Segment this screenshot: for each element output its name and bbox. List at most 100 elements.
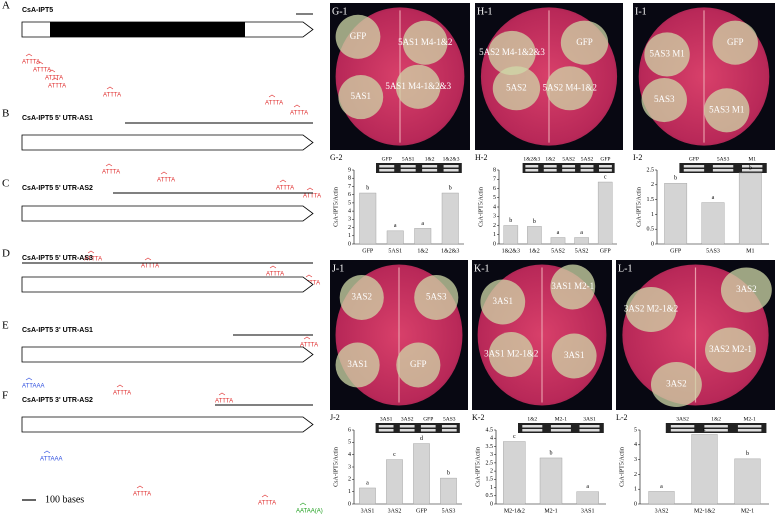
motif-tick bbox=[293, 104, 301, 108]
y-tick-label: 4.5 bbox=[486, 427, 494, 433]
motif-tick bbox=[48, 69, 56, 73]
infiltration-spot bbox=[338, 75, 384, 120]
motif: ATTTA bbox=[266, 272, 284, 278]
gel-band bbox=[441, 429, 457, 432]
gene-arrow bbox=[21, 346, 314, 363]
gel-band bbox=[712, 169, 734, 172]
y-tick-label: 3.5 bbox=[486, 444, 494, 450]
infiltration-spot bbox=[551, 333, 597, 379]
motif: ATTTA bbox=[157, 178, 175, 184]
bar bbox=[414, 228, 432, 245]
significance-letter: b bbox=[449, 185, 452, 191]
spot-label: 3AS1 bbox=[493, 296, 514, 306]
motif-tick bbox=[218, 392, 226, 396]
y-axis-label: CsA-IPT5/Actin bbox=[636, 187, 642, 227]
motif-tick bbox=[87, 250, 95, 254]
x-tick-label: M2-1&2 bbox=[694, 508, 715, 514]
y-tick-label: 7 bbox=[348, 184, 351, 190]
gel-band bbox=[400, 169, 416, 172]
bar bbox=[440, 477, 457, 505]
gel-band bbox=[562, 165, 576, 168]
gel bbox=[376, 163, 462, 173]
infiltration-spot bbox=[492, 66, 541, 111]
gel-lane-label: 3AS1 bbox=[380, 416, 393, 422]
panel-letter: B bbox=[2, 108, 9, 120]
infiltration-spot bbox=[720, 267, 772, 313]
infiltration-spot bbox=[488, 332, 534, 377]
chart-title: J-2 bbox=[330, 413, 340, 422]
motif-tick bbox=[305, 274, 313, 278]
bar bbox=[738, 172, 762, 245]
significance-letter: a bbox=[660, 484, 663, 490]
gel-band bbox=[378, 425, 394, 428]
y-tick-label: 0.5 bbox=[647, 227, 655, 233]
motif: ATTTA bbox=[103, 93, 121, 99]
panel-letter: A bbox=[2, 0, 10, 12]
gel-lane-label: 5AS2 bbox=[581, 156, 594, 162]
gel-lane-label: GFP bbox=[689, 156, 699, 162]
gel-lane-label: M2-1 bbox=[744, 416, 756, 422]
significance-letter: a bbox=[557, 230, 560, 236]
gel bbox=[522, 163, 615, 173]
motif: ATTTA bbox=[303, 194, 321, 200]
gene-arrow bbox=[21, 416, 314, 433]
gel-band bbox=[443, 169, 459, 172]
y-tick-label: 3 bbox=[490, 452, 493, 458]
significance-letter: a bbox=[394, 223, 397, 229]
motif-tick bbox=[106, 86, 114, 90]
y-tick-label: 0 bbox=[348, 241, 351, 247]
panel-letter: D bbox=[2, 248, 10, 260]
infiltration-spot bbox=[712, 20, 758, 65]
y-tick-label: 0 bbox=[490, 501, 493, 507]
gene-arrow bbox=[21, 205, 314, 222]
significance-letter: b bbox=[533, 219, 536, 225]
spot-label: GFP bbox=[727, 37, 744, 47]
y-tick-label: 9 bbox=[348, 167, 351, 173]
significance-letter: c bbox=[604, 174, 607, 180]
y-tick-label: 2 bbox=[490, 468, 493, 474]
gel-lane-label: 1&2&3 bbox=[523, 156, 540, 162]
photo-label: K-1 bbox=[474, 263, 490, 274]
spot-label: GFP bbox=[410, 359, 427, 369]
y-axis-label: CsA-IPT5/Actin bbox=[475, 447, 481, 487]
y-tick-label: 2 bbox=[651, 182, 654, 188]
spot-label: 3AS2 bbox=[351, 292, 372, 302]
gel-band bbox=[522, 429, 543, 432]
y-tick-label: 6 bbox=[493, 186, 496, 192]
gel-band bbox=[683, 165, 705, 168]
x-tick-label: GFP bbox=[416, 508, 428, 514]
y-tick-label: 1 bbox=[493, 232, 496, 238]
y-tick-label: 2.5 bbox=[647, 167, 655, 173]
y-tick-label: 1 bbox=[348, 489, 351, 495]
x-tick-label: 5AS2 bbox=[551, 248, 565, 254]
gel-band bbox=[737, 429, 762, 432]
motif: ATTTA bbox=[33, 68, 51, 74]
infiltration-spot bbox=[625, 287, 677, 332]
significance-letter: c bbox=[703, 427, 706, 433]
bar bbox=[734, 458, 761, 505]
motif: ATTTA bbox=[258, 501, 276, 507]
bar bbox=[701, 202, 725, 245]
y-tick-label: 7 bbox=[493, 177, 496, 183]
gel-band bbox=[378, 429, 394, 432]
gel-lane-label: 1&2&3 bbox=[443, 156, 460, 162]
spot-label: 5AS1 M4-1&2&3 bbox=[385, 81, 451, 91]
gel-lane-label: 1&2 bbox=[711, 416, 721, 422]
bar bbox=[527, 226, 542, 245]
gel-band bbox=[580, 165, 594, 168]
x-tick-label: 3AS1 bbox=[581, 508, 595, 514]
gene-title: CsA-IPT5 5' UTR-AS1 bbox=[22, 115, 93, 122]
photo-label: I-1 bbox=[635, 6, 647, 17]
motif: ATTAAA bbox=[40, 457, 62, 463]
infiltration-spot bbox=[641, 77, 687, 123]
infiltration-spot bbox=[644, 32, 690, 77]
x-tick-label: 3AS1 bbox=[361, 508, 375, 514]
x-tick-label: 1&2&3 bbox=[502, 248, 520, 254]
significance-letter: b bbox=[746, 451, 749, 457]
gel-band bbox=[443, 165, 459, 168]
motif: ATTAAA bbox=[22, 384, 44, 390]
infiltration-spot bbox=[335, 14, 381, 59]
motif: ATTTA bbox=[22, 60, 40, 66]
infiltration-spot bbox=[550, 264, 596, 310]
